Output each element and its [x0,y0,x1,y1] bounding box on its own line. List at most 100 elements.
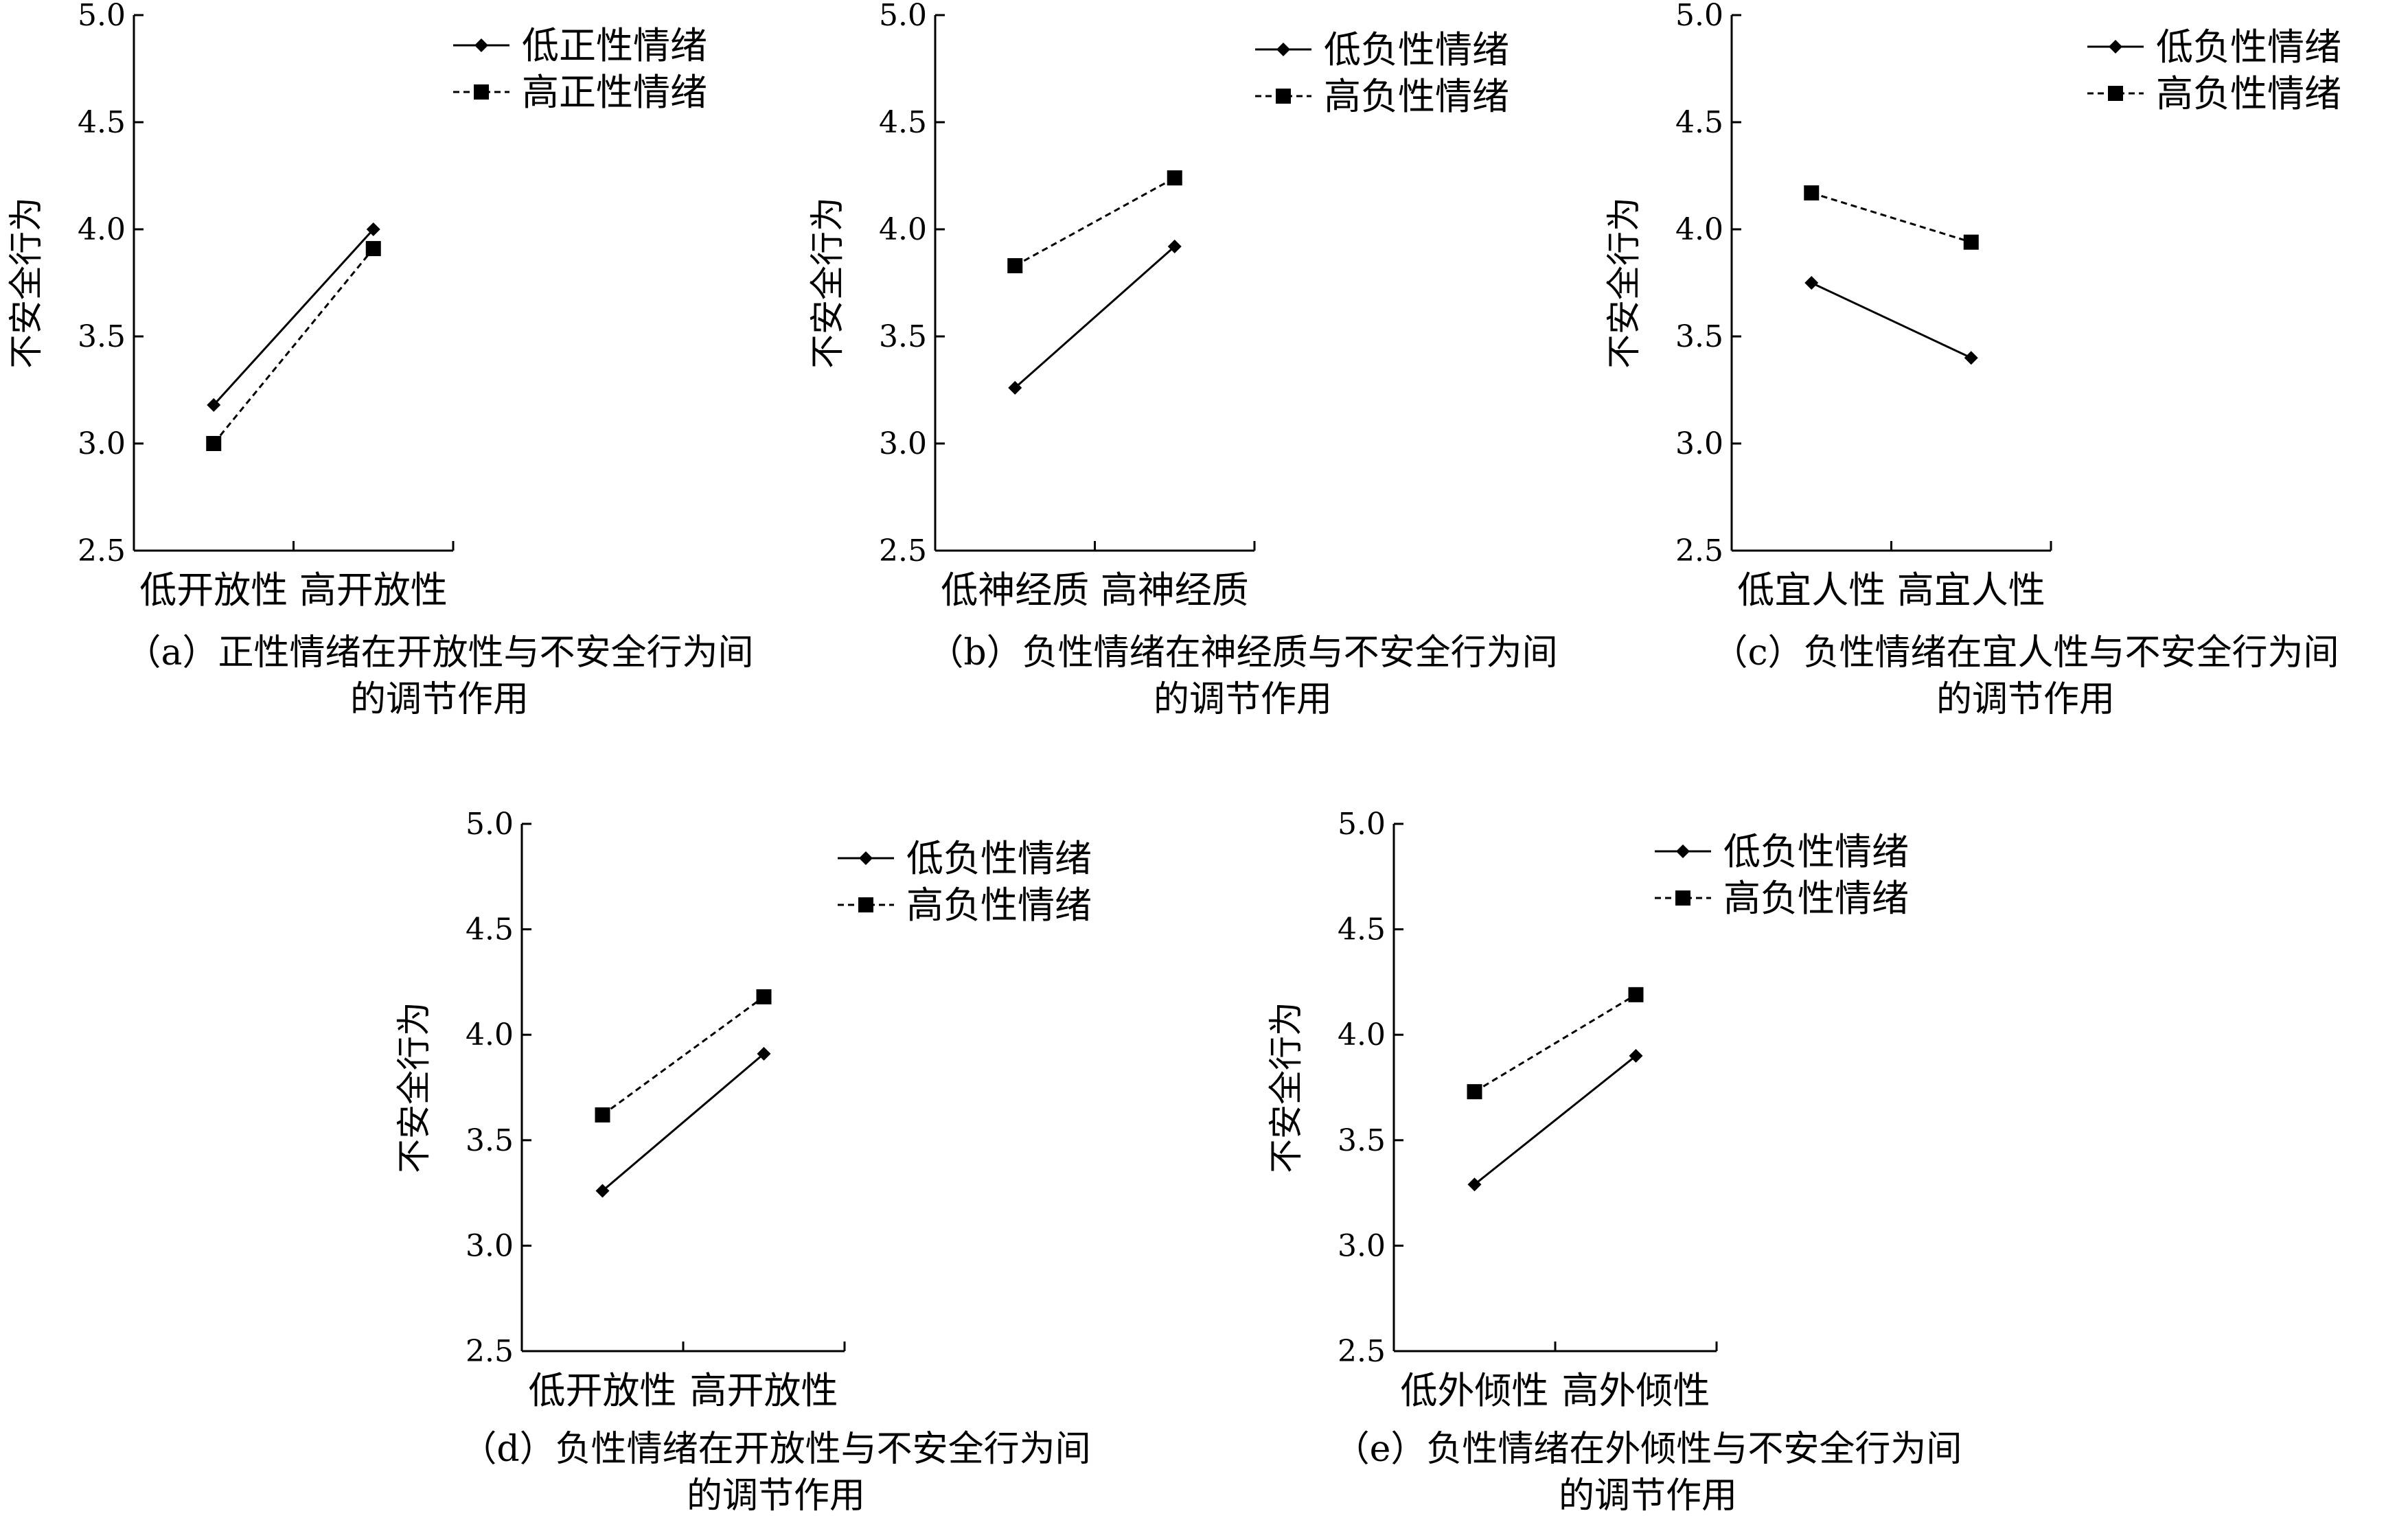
legend-label: 高负性情绪 [2156,72,2341,115]
caption-line: （d）负性情绪在开放性与不安全行为间 [461,1429,1090,1470]
legend-diamond-marker [474,38,488,52]
data-point-diamond-marker [757,1046,771,1061]
y-axis-label: 不安全行为 [1266,1002,1306,1173]
legend-label: 低负性情绪 [1324,28,1509,71]
series-line [1474,1055,1637,1186]
legend-label: 高负性情绪 [906,884,1092,927]
caption-line: 的调节作用 [1559,1475,1737,1517]
y-tick-label: 3.0 [78,426,126,461]
data-point-diamond-marker [595,1184,610,1198]
y-tick-label: 4.0 [1675,212,1723,247]
y-tick-label: 4.0 [1338,1017,1386,1052]
y-tick-label: 4.0 [466,1017,514,1052]
y-tick-label: 5.0 [1338,807,1386,842]
legend-label: 低负性情绪 [2156,25,2341,69]
y-tick-label: 3.0 [1675,426,1723,461]
data-point-square-marker [206,436,222,451]
caption-line: 的调节作用 [1936,679,2115,720]
data-point-diamond-marker [1964,351,1978,365]
legend-square-marker [1276,89,1291,104]
data-point-square-marker [1963,234,1979,250]
data-point-square-marker [756,989,772,1004]
data-point-square-marker [1628,987,1644,1002]
y-axis-label: 不安全行为 [807,197,847,369]
series-high [1467,987,1644,1100]
data-point-square-marker [365,241,381,257]
x-category-label: 低外倾性 [1401,1369,1549,1412]
data-point-square-marker [1007,258,1023,274]
x-category-label: 高开放性 [690,1369,838,1412]
data-point-square-marker [1167,170,1182,186]
legend-diamond-marker [2109,40,2122,54]
series-high [595,989,772,1123]
y-tick-label: 3.0 [466,1228,514,1263]
series-low [595,1046,771,1198]
y-tick-label: 3.5 [879,319,927,354]
series-high [1804,185,1979,250]
y-axis-label: 不安全行为 [1604,197,1644,369]
y-axis-label: 不安全行为 [6,197,46,369]
y-tick-label: 2.5 [1675,533,1723,568]
series-line [601,995,765,1116]
y-tick-label: 4.0 [879,212,927,247]
caption-line: 的调节作用 [1154,679,1332,720]
y-tick-label: 5.0 [1675,0,1723,33]
x-category-label: 高开放性 [299,568,448,612]
caption-line: （a）正性情绪在开放性与不安全行为间 [125,632,753,674]
caption-line: （e）负性情绪在外倾性与不安全行为间 [1334,1429,1962,1470]
y-tick-label: 3.5 [1338,1123,1386,1158]
series-line [1474,993,1637,1093]
y-tick-label: 3.0 [1338,1228,1386,1263]
legend-square-marker [2108,86,2123,101]
series-low [1467,1048,1643,1192]
x-category-label: 高外倾性 [1562,1369,1710,1412]
y-tick-label: 5.0 [879,0,927,33]
data-point-diamond-marker [207,398,221,412]
y-tick-label: 2.5 [466,1334,514,1369]
chart-panel-e: 5.0 4.5 4.0 3.5 3.0 2.5 低外倾性 高外倾性 不安全行为 低负性情绪高负性情… [1266,807,1962,1517]
chart-panel-d: 5.0 4.5 4.0 3.5 3.0 2.5 低开放性 高开放性 不安全行为 低负性情绪高负性情… [394,807,1092,1517]
data-point-diamond-marker [1467,1177,1482,1192]
y-tick-label: 4.5 [1338,912,1386,947]
data-point-diamond-marker [1167,239,1182,253]
y-tick-label: 3.5 [1675,319,1723,354]
legend-label: 高负性情绪 [1723,877,1909,920]
x-category-label: 低神经质 [941,568,1089,612]
caption-line: 的调节作用 [687,1475,865,1517]
series-low [1008,239,1182,395]
legend-diamond-marker [859,851,873,865]
series-line [1014,245,1176,389]
x-category-label: 低宜人性 [1737,568,1885,612]
y-tick-label: 4.5 [1675,105,1723,140]
data-point-diamond-marker [1804,276,1819,290]
series-line [213,228,374,406]
chart-panel-b: 5.0 4.5 4.0 3.5 3.0 2.5 低神经质 高神经质 不安全行为 低负性情绪高负性情… [807,0,1558,720]
data-point-square-marker [1467,1084,1482,1100]
legend-label: 高正性情绪 [522,71,707,114]
series-line [1811,192,1972,244]
y-tick-label: 3.5 [78,319,126,354]
x-category-label: 高宜人性 [1897,568,2045,612]
legend-square-marker [1675,890,1690,906]
data-point-diamond-marker [1008,380,1022,395]
series-line [213,248,374,444]
x-category-label: 低开放性 [139,568,288,612]
legend-label: 低正性情绪 [522,24,707,67]
y-tick-label: 4.5 [78,105,126,140]
x-category-label: 高神经质 [1101,568,1249,612]
caption-line: （b）负性情绪在神经质与不安全行为间 [928,632,1557,674]
caption-line: （c）负性情绪在宜人性与不安全行为间 [1712,632,2339,674]
series-line [601,1052,765,1192]
y-tick-label: 2.5 [78,533,126,568]
series-low [1804,276,1978,365]
caption-line: 的调节作用 [350,679,529,720]
chart-panel-c: 5.0 4.5 4.0 3.5 3.0 2.5 低宜人性 高宜人性 不安全行为 低负性情绪高负性情… [1604,0,2341,720]
